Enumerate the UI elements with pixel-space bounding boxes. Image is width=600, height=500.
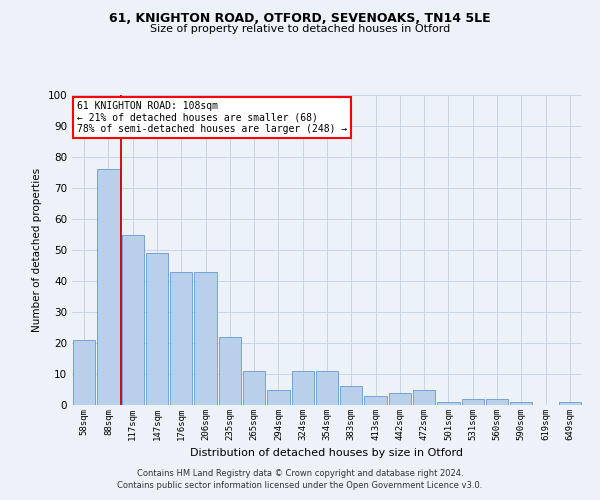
Bar: [73, 340, 95, 405]
Bar: [122, 234, 144, 405]
Bar: [461, 399, 484, 405]
Bar: [170, 272, 193, 405]
Bar: [218, 337, 241, 405]
Bar: [510, 402, 532, 405]
Bar: [486, 399, 508, 405]
Text: 61 KNIGHTON ROAD: 108sqm
← 21% of detached houses are smaller (68)
78% of semi-d: 61 KNIGHTON ROAD: 108sqm ← 21% of detach…: [77, 101, 347, 134]
Bar: [364, 396, 387, 405]
Bar: [194, 272, 217, 405]
Text: Contains HM Land Registry data © Crown copyright and database right 2024.: Contains HM Land Registry data © Crown c…: [137, 468, 463, 477]
Bar: [389, 392, 411, 405]
Bar: [413, 390, 436, 405]
Bar: [340, 386, 362, 405]
X-axis label: Distribution of detached houses by size in Otford: Distribution of detached houses by size …: [191, 448, 464, 458]
Bar: [243, 371, 265, 405]
Bar: [437, 402, 460, 405]
Text: 61, KNIGHTON ROAD, OTFORD, SEVENOAKS, TN14 5LE: 61, KNIGHTON ROAD, OTFORD, SEVENOAKS, TN…: [109, 12, 491, 26]
Bar: [146, 253, 168, 405]
Bar: [316, 371, 338, 405]
Text: Contains public sector information licensed under the Open Government Licence v3: Contains public sector information licen…: [118, 481, 482, 490]
Bar: [292, 371, 314, 405]
Y-axis label: Number of detached properties: Number of detached properties: [32, 168, 42, 332]
Bar: [97, 170, 119, 405]
Bar: [559, 402, 581, 405]
Bar: [267, 390, 290, 405]
Text: Size of property relative to detached houses in Otford: Size of property relative to detached ho…: [150, 24, 450, 34]
